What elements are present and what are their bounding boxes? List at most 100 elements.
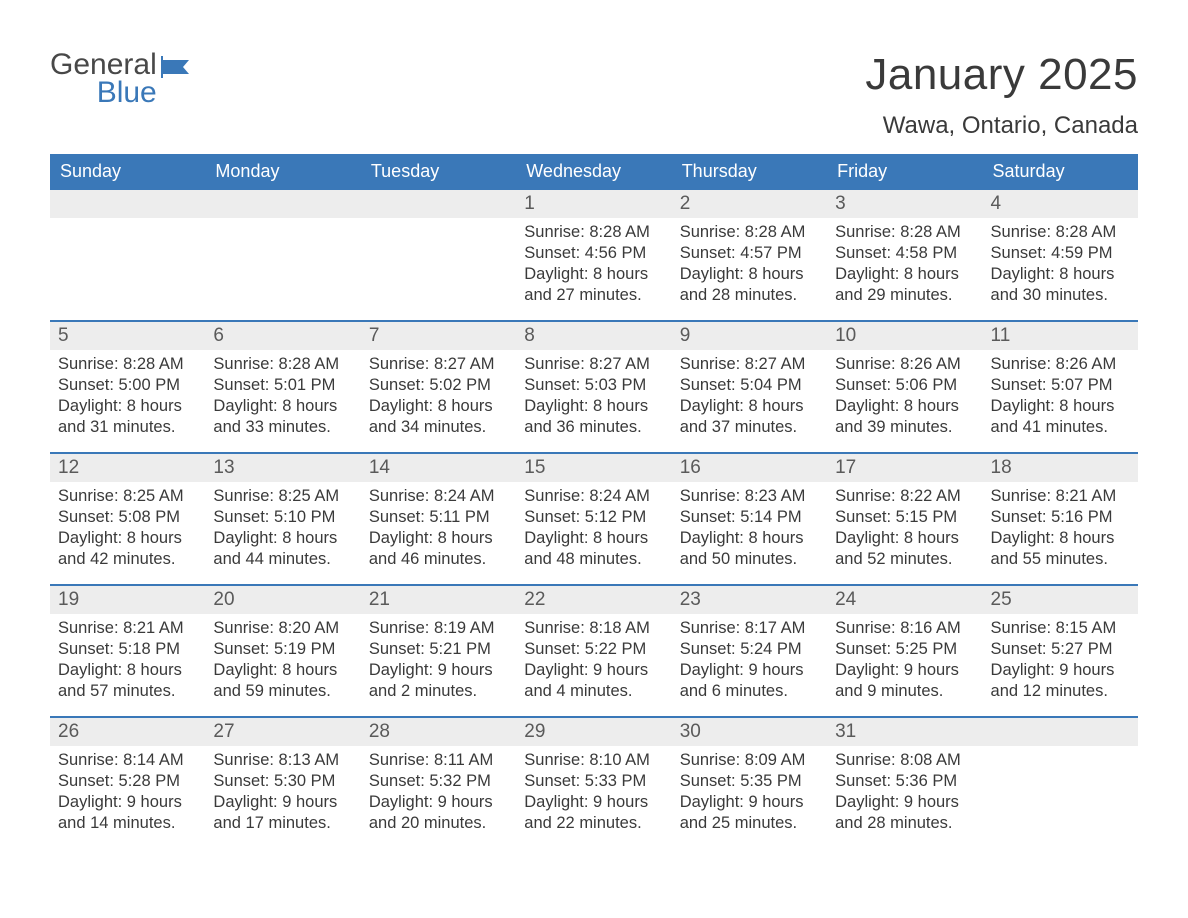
day-details: Sunrise: 8:25 AMSunset: 5:08 PMDaylight:… [50,482,205,580]
day-number: 15 [516,454,671,482]
daylight-text-line1: Daylight: 9 hours [213,792,352,813]
day-number: 21 [361,586,516,614]
sunset-text: Sunset: 5:24 PM [680,639,819,660]
calendar-day: 25Sunrise: 8:15 AMSunset: 5:27 PMDayligh… [983,586,1138,716]
day-details: Sunrise: 8:25 AMSunset: 5:10 PMDaylight:… [205,482,360,580]
sunrise-text: Sunrise: 8:22 AM [835,486,974,507]
sunset-text: Sunset: 5:03 PM [524,375,663,396]
daylight-text-line1: Daylight: 8 hours [213,396,352,417]
day-details: Sunrise: 8:11 AMSunset: 5:32 PMDaylight:… [361,746,516,844]
daylight-text-line2: and 55 minutes. [991,549,1130,570]
sunrise-text: Sunrise: 8:17 AM [680,618,819,639]
title-block: January 2025 Wawa, Ontario, Canada [865,50,1138,140]
daylight-text-line2: and 30 minutes. [991,285,1130,306]
calendar-day: . [361,190,516,320]
sunset-text: Sunset: 5:19 PM [213,639,352,660]
daylight-text-line1: Daylight: 8 hours [991,264,1130,285]
daylight-text-line1: Daylight: 8 hours [213,660,352,681]
sunset-text: Sunset: 5:14 PM [680,507,819,528]
week-row: 26Sunrise: 8:14 AMSunset: 5:28 PMDayligh… [50,716,1138,848]
location-subtitle: Wawa, Ontario, Canada [865,112,1138,140]
day-number: 24 [827,586,982,614]
daylight-text-line1: Daylight: 8 hours [58,396,197,417]
daylight-text-line1: Daylight: 8 hours [680,264,819,285]
daylight-text-line2: and 12 minutes. [991,681,1130,702]
day-details: Sunrise: 8:20 AMSunset: 5:19 PMDaylight:… [205,614,360,712]
day-number: 26 [50,718,205,746]
daylight-text-line1: Daylight: 8 hours [991,396,1130,417]
day-number: 16 [672,454,827,482]
daylight-text-line1: Daylight: 8 hours [58,660,197,681]
day-number: 9 [672,322,827,350]
sunset-text: Sunset: 5:15 PM [835,507,974,528]
day-number: 31 [827,718,982,746]
sunrise-text: Sunrise: 8:27 AM [369,354,508,375]
daylight-text-line2: and 48 minutes. [524,549,663,570]
sunset-text: Sunset: 4:59 PM [991,243,1130,264]
sunset-text: Sunset: 5:02 PM [369,375,508,396]
day-details: Sunrise: 8:13 AMSunset: 5:30 PMDaylight:… [205,746,360,844]
daylight-text-line1: Daylight: 9 hours [524,660,663,681]
sunset-text: Sunset: 4:57 PM [680,243,819,264]
daylight-text-line2: and 25 minutes. [680,813,819,834]
day-number: 20 [205,586,360,614]
day-number: 3 [827,190,982,218]
sunrise-text: Sunrise: 8:27 AM [524,354,663,375]
sunset-text: Sunset: 5:06 PM [835,375,974,396]
week-row: 12Sunrise: 8:25 AMSunset: 5:08 PMDayligh… [50,452,1138,584]
day-details: Sunrise: 8:17 AMSunset: 5:24 PMDaylight:… [672,614,827,712]
daylight-text-line1: Daylight: 8 hours [524,528,663,549]
daylight-text-line2: and 42 minutes. [58,549,197,570]
sunrise-text: Sunrise: 8:28 AM [58,354,197,375]
day-number: 18 [983,454,1138,482]
day-details: Sunrise: 8:10 AMSunset: 5:33 PMDaylight:… [516,746,671,844]
daylight-text-line2: and 29 minutes. [835,285,974,306]
day-number: 27 [205,718,360,746]
sunset-text: Sunset: 5:10 PM [213,507,352,528]
sunset-text: Sunset: 5:36 PM [835,771,974,792]
calendar-day: 11Sunrise: 8:26 AMSunset: 5:07 PMDayligh… [983,322,1138,452]
dow-wednesday: Wednesday [516,154,671,190]
daylight-text-line2: and 33 minutes. [213,417,352,438]
calendar-day: 23Sunrise: 8:17 AMSunset: 5:24 PMDayligh… [672,586,827,716]
daylight-text-line1: Daylight: 9 hours [835,792,974,813]
calendar-day: 18Sunrise: 8:21 AMSunset: 5:16 PMDayligh… [983,454,1138,584]
daylight-text-line1: Daylight: 8 hours [680,396,819,417]
sunrise-text: Sunrise: 8:28 AM [680,222,819,243]
sunrise-text: Sunrise: 8:28 AM [835,222,974,243]
week-row: 19Sunrise: 8:21 AMSunset: 5:18 PMDayligh… [50,584,1138,716]
sunset-text: Sunset: 5:08 PM [58,507,197,528]
daylight-text-line1: Daylight: 9 hours [58,792,197,813]
sunrise-text: Sunrise: 8:19 AM [369,618,508,639]
daylight-text-line2: and 4 minutes. [524,681,663,702]
calendar-day: 26Sunrise: 8:14 AMSunset: 5:28 PMDayligh… [50,718,205,848]
dow-friday: Friday [827,154,982,190]
day-number: 10 [827,322,982,350]
day-details: Sunrise: 8:14 AMSunset: 5:28 PMDaylight:… [50,746,205,844]
daylight-text-line1: Daylight: 8 hours [524,264,663,285]
dow-sunday: Sunday [50,154,205,190]
sunset-text: Sunset: 5:30 PM [213,771,352,792]
day-number: 7 [361,322,516,350]
sunrise-text: Sunrise: 8:25 AM [213,486,352,507]
calendar-day: 9Sunrise: 8:27 AMSunset: 5:04 PMDaylight… [672,322,827,452]
month-title: January 2025 [865,50,1138,100]
day-number: 25 [983,586,1138,614]
daylight-text-line1: Daylight: 9 hours [680,792,819,813]
sunrise-text: Sunrise: 8:13 AM [213,750,352,771]
calendar-day: 20Sunrise: 8:20 AMSunset: 5:19 PMDayligh… [205,586,360,716]
sunset-text: Sunset: 5:32 PM [369,771,508,792]
day-number: 8 [516,322,671,350]
sunrise-text: Sunrise: 8:25 AM [58,486,197,507]
calendar-day: 21Sunrise: 8:19 AMSunset: 5:21 PMDayligh… [361,586,516,716]
daylight-text-line1: Daylight: 8 hours [58,528,197,549]
day-details: Sunrise: 8:16 AMSunset: 5:25 PMDaylight:… [827,614,982,712]
daylight-text-line2: and 20 minutes. [369,813,508,834]
sunrise-text: Sunrise: 8:23 AM [680,486,819,507]
day-details: Sunrise: 8:28 AMSunset: 4:57 PMDaylight:… [672,218,827,316]
calendar-day: . [983,718,1138,848]
calendar-day: 4Sunrise: 8:28 AMSunset: 4:59 PMDaylight… [983,190,1138,320]
day-number: 2 [672,190,827,218]
sunset-text: Sunset: 5:01 PM [213,375,352,396]
day-number: 1 [516,190,671,218]
